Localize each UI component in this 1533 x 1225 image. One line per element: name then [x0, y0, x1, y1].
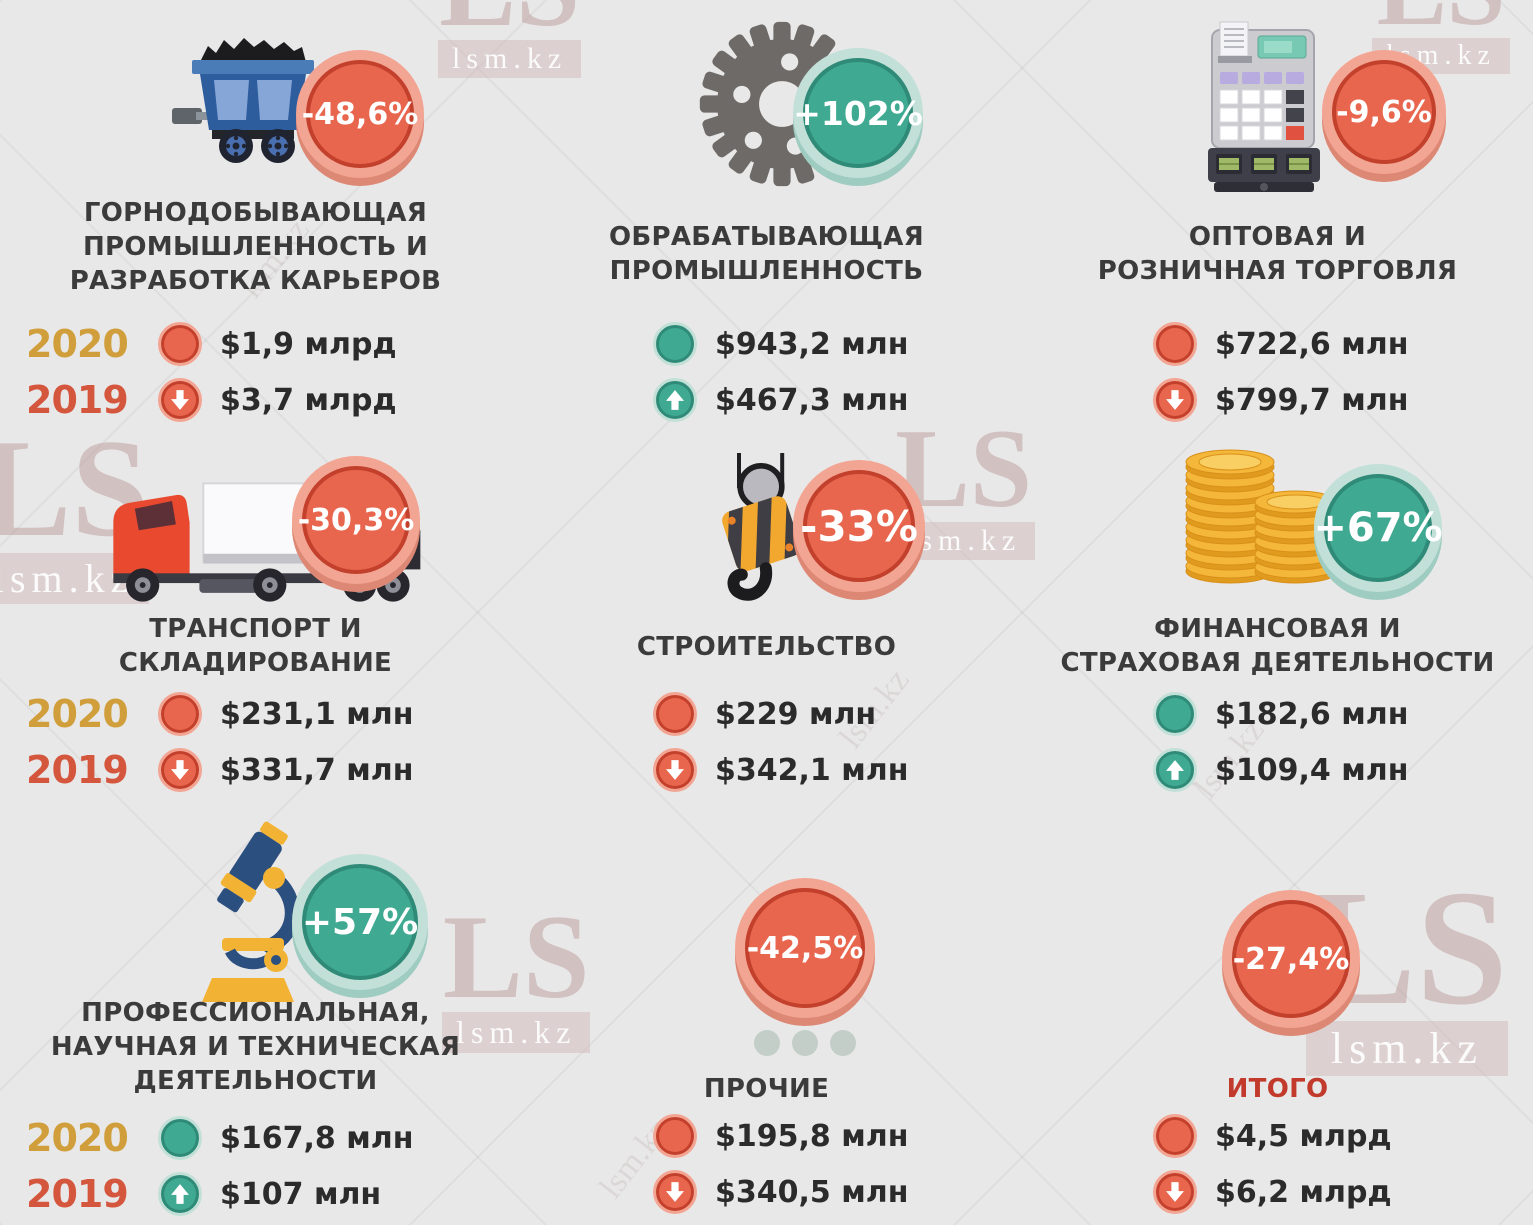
- value-row-2020: $4,5 млрд: [1022, 1112, 1533, 1160]
- value-row-2020: $195,8 млн: [511, 1112, 1022, 1160]
- values: $229 млн $342,1 млн: [511, 690, 1022, 794]
- year-label-2020: 2020: [26, 1116, 129, 1160]
- value-marker: [158, 1116, 202, 1160]
- value-row-2019: 2019 $107 млн: [0, 1170, 511, 1218]
- sector-title: ОБРАБАТЫВАЮЩАЯ ПРОМЫШЛЕННОСТЬ: [609, 222, 924, 286]
- value-row-2019: $6,2 млрд: [1022, 1168, 1533, 1216]
- values: $195,8 млн $340,5 млн: [511, 1112, 1022, 1216]
- change-badge: -9,6%: [1332, 60, 1436, 164]
- sector-card-transport: -30,3% ТРАНСПОРТ И СКЛАДИРОВАНИЕ 2020 $2…: [0, 430, 511, 820]
- year-label-2019: 2019: [26, 378, 129, 422]
- cash-register-icon: [1208, 21, 1320, 192]
- value-row-2019: 2019 $331,7 млн: [0, 746, 511, 794]
- trend-arrow-down-icon: [1153, 1170, 1197, 1214]
- year-label-2019: 2019: [26, 1172, 129, 1216]
- trend-arrow-down-icon: [653, 748, 697, 792]
- value-marker: [1153, 1114, 1197, 1158]
- sector-title: ПРОФЕССИОНАЛЬНАЯ, НАУЧНАЯ И ТЕХНИЧЕСКАЯ …: [50, 998, 461, 1096]
- change-badge: +57%: [302, 864, 418, 980]
- trend-arrow-down-icon: [158, 748, 202, 792]
- change-badge: -42,5%: [745, 888, 865, 1008]
- crane-hook-icon: [722, 453, 801, 601]
- year-label-2020: 2020: [26, 692, 129, 736]
- sector-title: ГОРНОДОБЫВАЮЩАЯ ПРОМЫШЛЕННОСТЬ И РАЗРАБО…: [69, 198, 442, 296]
- sector-title: ТРАНСПОРТ И СКЛАДИРОВАНИЕ: [118, 614, 393, 678]
- coins-stack-icon: [1185, 449, 1338, 584]
- sector-card-other: -42,5% ПРОЧИЕ $195,8 млн $340,5 млн: [511, 820, 1022, 1225]
- ellipsis-icon: [754, 1030, 856, 1056]
- values: $4,5 млрд $6,2 млрд: [1022, 1112, 1533, 1216]
- change-badge: +67%: [1313, 474, 1443, 582]
- sector-title: ПРОЧИЕ: [703, 1074, 830, 1104]
- value-row-2020: 2020 $1,9 млрд: [0, 320, 511, 368]
- value-row-2020: $943,2 млн: [511, 320, 1022, 368]
- sector-card-manufacturing: +102% ОБРАБАТЫВАЮЩАЯ ПРОМЫШЛЕННОСТЬ $943…: [511, 0, 1022, 430]
- value-row-2019: $799,7 млн: [1022, 376, 1533, 424]
- change-badge: -33%: [800, 470, 918, 582]
- value-row-2020: $722,6 млн: [1022, 320, 1533, 368]
- value-marker: [653, 1114, 697, 1158]
- values: 2020 $231,1 млн 2019 $331,7 млн: [0, 690, 511, 794]
- value-row-2019: $109,4 млн: [1022, 746, 1533, 794]
- change-badge: +102%: [793, 58, 923, 168]
- values: $182,6 млн $109,4 млн: [1022, 690, 1533, 794]
- value-marker: [158, 322, 202, 366]
- trend-arrow-down-icon: [1153, 378, 1197, 422]
- sector-title-total: ИТОГО: [1226, 1074, 1329, 1104]
- trend-arrow-up-icon: [158, 1172, 202, 1216]
- value-marker: [1153, 692, 1197, 736]
- trend-arrow-down-icon: [158, 378, 202, 422]
- change-badge: -27,4%: [1232, 900, 1350, 1018]
- sector-card-trade: -9,6% ОПТОВАЯ И РОЗНИЧНАЯ ТОРГОВЛЯ $722,…: [1022, 0, 1533, 430]
- value-marker: [653, 322, 697, 366]
- value-marker: [1153, 322, 1197, 366]
- value-row-2019: $342,1 млн: [511, 746, 1022, 794]
- year-label-2020: 2020: [26, 322, 129, 366]
- microscope-icon: [202, 821, 300, 1002]
- value-row-2020: $229 млн: [511, 690, 1022, 738]
- coal-cart-icon: [172, 38, 314, 163]
- gear-icon: [699, 21, 865, 187]
- value-row-2019: 2019 $3,7 млрд: [0, 376, 511, 424]
- sector-card-mining: -48,6% ГОРНОДОБЫВАЮЩАЯ ПРОМЫШЛЕННОСТЬ И …: [0, 0, 511, 430]
- sector-card-construction: -33% СТРОИТЕЛЬСТВО $229 млн $342,1 млн: [511, 430, 1022, 820]
- value-marker: [653, 692, 697, 736]
- value-row-2020: 2020 $167,8 млн: [0, 1114, 511, 1162]
- values: 2020 $167,8 млн 2019 $107 млн: [0, 1114, 511, 1218]
- value-marker: [158, 692, 202, 736]
- sector-title: ОПТОВАЯ И РОЗНИЧНАЯ ТОРГОВЛЯ: [1097, 222, 1458, 286]
- year-label-2019: 2019: [26, 748, 129, 792]
- change-badge: -48,6%: [302, 60, 418, 168]
- value-row-2020: $182,6 млн: [1022, 690, 1533, 738]
- sector-card-finance: +67% ФИНАНСОВАЯ И СТРАХОВАЯ ДЕЯТЕЛЬНОСТИ…: [1022, 430, 1533, 820]
- trend-arrow-down-icon: [653, 1170, 697, 1214]
- change-badge: -30,3%: [298, 466, 414, 574]
- sector-card-professional: +57% ПРОФЕССИОНАЛЬНАЯ, НАУЧНАЯ И ТЕХНИЧЕ…: [0, 820, 511, 1225]
- sector-title: ФИНАНСОВАЯ И СТРАХОВАЯ ДЕЯТЕЛЬНОСТИ: [1060, 614, 1495, 678]
- values: $943,2 млн $467,3 млн: [511, 320, 1022, 424]
- sector-card-total: -27,4% ИТОГО $4,5 млрд $6,2 млрд: [1022, 820, 1533, 1225]
- trend-arrow-up-icon: [653, 378, 697, 422]
- values: 2020 $1,9 млрд 2019 $3,7 млрд: [0, 320, 511, 424]
- value-row-2019: $467,3 млн: [511, 376, 1022, 424]
- trend-arrow-up-icon: [1153, 748, 1197, 792]
- value-row-2020: 2020 $231,1 млн: [0, 690, 511, 738]
- sector-title: СТРОИТЕЛЬСТВО: [636, 632, 897, 662]
- value-row-2019: $340,5 млн: [511, 1168, 1022, 1216]
- values: $722,6 млн $799,7 млн: [1022, 320, 1533, 424]
